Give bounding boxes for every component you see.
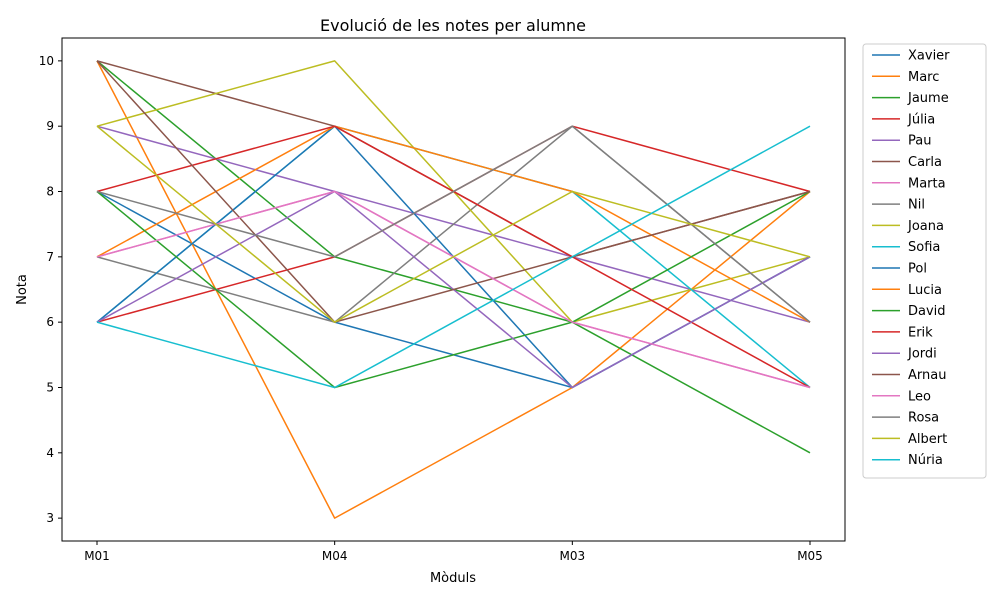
legend-label-Carla: Carla (908, 155, 942, 170)
y-tick-label: 3 (46, 511, 54, 525)
legend-label-Nil: Nil (908, 198, 925, 213)
series-line-David (96, 190, 811, 389)
legend-label-Marta: Marta (908, 176, 946, 191)
series-lines (96, 60, 811, 519)
legend-frame (862, 43, 987, 479)
y-tick-label: 5 (46, 380, 54, 394)
plot-area-frame (61, 37, 846, 542)
y-axis-label: Nota (15, 274, 30, 305)
legend-label-Albert: Albert (908, 432, 947, 447)
y-tick-label: 8 (46, 185, 54, 199)
x-tick-label: M04 (322, 549, 348, 563)
legend-label-Leo: Leo (908, 389, 931, 404)
y-tick-label: 10 (39, 54, 54, 68)
legend-label-Jordi: Jordi (907, 347, 937, 362)
x-axis-label: Mòduls (430, 571, 476, 586)
y-tick-label: 7 (46, 250, 54, 264)
legend-label-Jaume: Jaume (907, 91, 949, 106)
y-tick-label: 6 (46, 315, 54, 329)
x-tick-label: M01 (84, 549, 110, 563)
legend-label-Pau: Pau (908, 134, 931, 149)
y-tick-label: 4 (46, 446, 54, 460)
legend-label-Pol: Pol (908, 262, 927, 277)
legend-label-Xavier: Xavier (908, 49, 950, 64)
legend-label-Marc: Marc (908, 70, 939, 85)
x-axis: M01 M04 M03 M05 (84, 541, 823, 563)
legend-label-Sofia: Sofia (908, 240, 940, 255)
chart-title: Evolució de les notes per alumne (320, 16, 586, 35)
legend-label-Erik: Erik (908, 325, 933, 340)
series-line-Núria (96, 125, 811, 389)
y-axis: 3 4 5 6 7 8 9 10 (39, 54, 62, 525)
legend-label-David: David (908, 304, 946, 319)
legend-label-Lucia: Lucia (908, 283, 942, 298)
y-tick-label: 9 (46, 119, 54, 133)
legend-label-Núria: Núria (908, 453, 943, 468)
x-tick-label: M03 (560, 549, 586, 563)
legend-label-Rosa: Rosa (908, 411, 939, 426)
x-tick-label: M05 (797, 549, 823, 563)
series-line-Albert (96, 125, 811, 323)
legend-label-Júlia: Júlia (907, 112, 935, 127)
legend-label-Arnau: Arnau (908, 368, 946, 383)
legend: Xavier Marc Jaume Júlia Pau Carla Marta Nil Joan… (862, 43, 987, 479)
legend-label-Joana: Joana (907, 219, 944, 234)
